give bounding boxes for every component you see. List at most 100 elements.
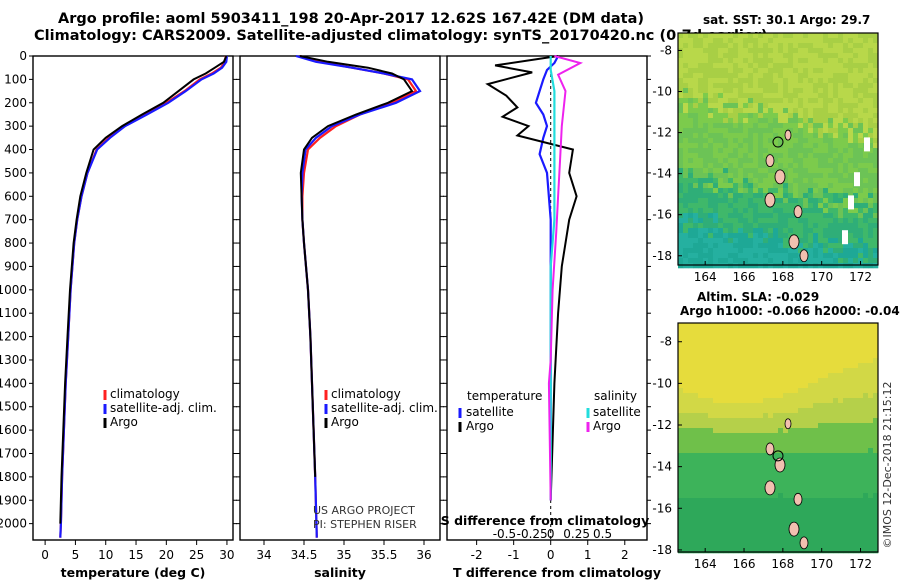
y-tick-label: 1400: [0, 376, 27, 390]
map-x-tick-label: 172: [849, 557, 872, 571]
chart-title-line1: Argo profile: aoml 5903411_198 20-Apr-20…: [58, 11, 644, 27]
x-tick-label: -2: [471, 548, 483, 562]
island-shape: [765, 442, 775, 456]
y-tick-label: 1700: [0, 446, 27, 460]
y-tick-label: 1000: [0, 283, 27, 297]
map-x-tick-label: 164: [694, 270, 717, 284]
legend-title-salinity: salinity: [594, 389, 637, 403]
map-x-tick-label: 168: [771, 557, 794, 571]
chart-title-line2: Climatology: CARS2009. Satellite-adjuste…: [34, 28, 768, 44]
island-shape: [799, 536, 809, 550]
map-y-tick-label: -10: [652, 85, 672, 99]
y-tick-label: 0: [19, 49, 27, 63]
sla-map-title: Altim. SLA: -0.029: [697, 290, 820, 304]
top-x-tick-label: -0.5: [493, 527, 516, 541]
map-y-tick-label: -18: [652, 249, 672, 263]
island-shape: [784, 129, 792, 141]
legend-label: climatology: [331, 387, 401, 401]
legend-label: Argo: [593, 419, 621, 433]
y-tick-label: 600: [4, 189, 27, 203]
sla-map-subtitle: Argo h1000: -0.066 h2000: -0.043: [680, 304, 900, 318]
y-tick-label: 2000: [0, 517, 27, 531]
x-tick-label: 1: [584, 548, 592, 562]
argo-location-marker: [772, 450, 784, 462]
x-tick-label: 20: [159, 548, 174, 562]
x-tick-label: 34: [256, 548, 271, 562]
map-x-tick-label: 170: [810, 270, 833, 284]
series-line-t-argo: [485, 55, 578, 501]
island-shape: [764, 192, 776, 208]
y-tick-label: 1900: [0, 493, 27, 507]
argo-location-marker: [772, 136, 784, 148]
no-data-patch: [848, 195, 854, 210]
map-x-tick-label: 168: [771, 270, 794, 284]
x-tick-label: 25: [189, 548, 204, 562]
legend-label: satellite: [466, 405, 514, 419]
map-x-tick-label: 172: [849, 270, 872, 284]
y-tick-label: 1600: [0, 423, 27, 437]
x-tick-label: 36: [416, 548, 431, 562]
legend-label: Argo: [331, 415, 359, 429]
difference-profile-xlabel: T difference from climatology: [453, 565, 661, 580]
credit-pi: PI: STEPHEN RISER: [313, 518, 417, 531]
temperature-profile-xlabel: temperature (deg C): [61, 565, 206, 580]
x-tick-label: 5: [72, 548, 80, 562]
y-tick-label: 300: [4, 119, 27, 133]
map-x-tick-label: 166: [733, 557, 756, 571]
x-tick-label: 0: [41, 548, 49, 562]
y-tick-label: 400: [4, 143, 27, 157]
y-tick-label: 700: [4, 213, 27, 227]
credit-imos: ©IMOS 12-Dec-2018 21:15:12: [881, 382, 894, 549]
island-shape: [774, 457, 786, 473]
y-tick-label: 1100: [0, 306, 27, 320]
top-x-tick-label: 0.25: [563, 527, 590, 541]
x-tick-label: 0: [547, 548, 555, 562]
sst-map-frame: [677, 32, 879, 266]
map-y-tick-label: -14: [652, 460, 672, 474]
x-tick-label: 2: [621, 548, 629, 562]
map-y-tick-label: -12: [652, 418, 672, 432]
no-data-patch: [842, 230, 848, 245]
legend-label: satellite-adj. clim.: [110, 401, 217, 415]
y-tick-label: 200: [4, 96, 27, 110]
credit-project: US ARGO PROJECT: [313, 504, 415, 517]
island-shape: [784, 418, 792, 430]
y-tick-label: 800: [4, 236, 27, 250]
legend-label: climatology: [110, 387, 180, 401]
y-tick-label: 1500: [0, 400, 27, 414]
map-y-tick-label: -12: [652, 126, 672, 140]
map-x-tick-label: 166: [733, 270, 756, 284]
y-tick-label: 900: [4, 259, 27, 273]
sla-map-frame: [677, 322, 879, 553]
map-x-tick-label: 164: [694, 557, 717, 571]
map-y-tick-label: -8: [660, 43, 672, 57]
sst-map-title: sat. SST: 30.1 Argo: 29.7: [703, 13, 871, 27]
legend-title-temperature: temperature: [467, 389, 542, 403]
top-x-tick-label: 0: [547, 527, 555, 541]
top-x-tick-label: 0.5: [593, 527, 612, 541]
series-line-argo: [59, 55, 228, 524]
legend-label: Argo: [110, 415, 138, 429]
x-tick-label: 35.5: [371, 548, 398, 562]
map-y-tick-label: -10: [652, 376, 672, 390]
island-shape: [788, 234, 800, 250]
no-data-patch: [864, 137, 870, 152]
legend-label: satellite-adj. clim.: [331, 401, 438, 415]
map-y-tick-label: -16: [652, 501, 672, 515]
difference-top-label: S difference from climatology: [441, 513, 650, 528]
x-tick-label: -1: [508, 548, 520, 562]
island-shape: [788, 521, 800, 537]
legend-label: Argo: [466, 419, 494, 433]
map-y-tick-label: -8: [660, 335, 672, 349]
difference-profile-frame: [446, 55, 648, 541]
map-x-tick-label: 170: [810, 557, 833, 571]
x-tick-label: 35: [336, 548, 351, 562]
map-y-tick-label: -16: [652, 208, 672, 222]
series-line-s-argo: [547, 55, 584, 501]
no-data-patch: [854, 172, 860, 187]
x-tick-label: 10: [98, 548, 113, 562]
series-line-argo: [299, 55, 414, 477]
y-tick-label: 1300: [0, 353, 27, 367]
island-shape: [793, 205, 803, 219]
